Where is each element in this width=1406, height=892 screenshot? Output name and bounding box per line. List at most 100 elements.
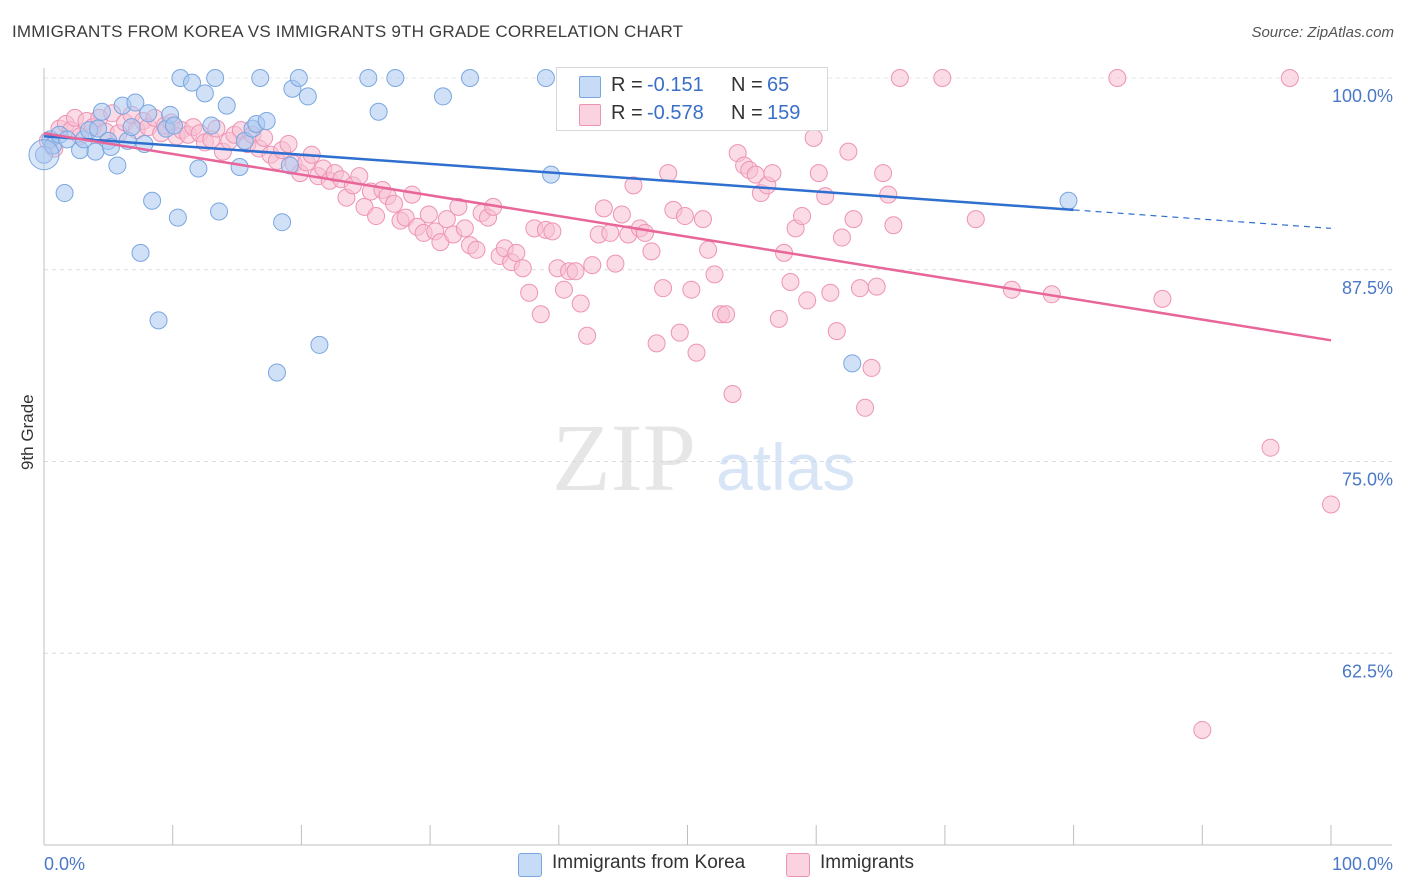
- data-point: [359, 69, 378, 87]
- data-point: [933, 69, 952, 87]
- watermark-atlas: atlas: [716, 430, 855, 504]
- data-point: [890, 69, 909, 87]
- data-point-cluster: [28, 139, 60, 171]
- data-point: [856, 398, 875, 417]
- r-label: R =: [611, 102, 643, 124]
- data-point: [195, 84, 214, 103]
- data-point: [89, 119, 108, 138]
- data-point: [879, 185, 898, 204]
- data-point: [164, 116, 183, 135]
- n-label: N =: [731, 102, 763, 124]
- data-point: [693, 210, 712, 229]
- data-point: [699, 240, 718, 259]
- data-point: [419, 205, 438, 224]
- data-point: [867, 277, 886, 296]
- chart-title: IMMIGRANTS FROM KOREA VS IMMIGRANTS 9TH …: [12, 22, 684, 41]
- trend-line-immigrants: [43, 131, 1332, 342]
- data-point: [257, 111, 276, 130]
- data-point: [108, 156, 127, 175]
- data-point: [884, 216, 903, 235]
- data-point: [862, 358, 881, 377]
- data-point: [55, 184, 74, 203]
- data-point: [251, 69, 270, 87]
- data-point: [467, 240, 486, 259]
- legend-label: Immigrants from Korea: [552, 852, 746, 873]
- data-point: [781, 273, 800, 292]
- n-value: 65: [767, 74, 790, 96]
- data-point: [520, 283, 539, 302]
- y-tick-label: 75.0%: [1342, 470, 1393, 490]
- data-point: [636, 223, 655, 242]
- y-tick-label: 87.5%: [1342, 278, 1393, 298]
- data-point: [809, 164, 828, 183]
- x-tick-label: 100.0%: [1332, 854, 1393, 874]
- source-label: Source: ZipAtlas.com: [1251, 24, 1394, 41]
- data-point: [612, 205, 631, 224]
- data-point: [217, 96, 236, 115]
- data-point: [131, 243, 150, 262]
- trend-line-korea: [43, 135, 1074, 212]
- data-point: [687, 343, 706, 362]
- data-point: [659, 164, 678, 183]
- data-point: [571, 294, 590, 313]
- data-point: [433, 87, 452, 106]
- data-point: [717, 305, 736, 324]
- data-point: [189, 159, 208, 178]
- data-point: [769, 309, 788, 328]
- data-point: [705, 265, 724, 284]
- data-point: [642, 242, 661, 261]
- data-point: [793, 207, 812, 226]
- data-point: [369, 102, 388, 121]
- data-point: [1322, 495, 1340, 514]
- immigrants-legend-swatch: [786, 853, 810, 877]
- data-point: [202, 116, 221, 135]
- data-point: [536, 69, 555, 87]
- data-point: [367, 207, 386, 226]
- data-point: [874, 164, 893, 183]
- data-point: [594, 199, 613, 218]
- data-point: [723, 385, 742, 404]
- data-point: [449, 197, 468, 216]
- data-point: [210, 202, 229, 221]
- korea-legend-swatch: [518, 853, 542, 877]
- data-point: [279, 134, 298, 153]
- data-point: [804, 128, 823, 147]
- data-point: [1108, 69, 1127, 87]
- korea-swatch: [579, 76, 601, 98]
- data-point: [816, 187, 835, 206]
- r-value: -0.578: [647, 102, 704, 124]
- data-point: [675, 207, 694, 226]
- data-point: [966, 210, 985, 229]
- y-tick-label: 62.5%: [1342, 661, 1393, 681]
- data-point: [832, 228, 851, 247]
- data-point: [844, 210, 863, 229]
- data-point: [298, 87, 317, 106]
- data-point: [1261, 438, 1280, 457]
- data-point: [122, 118, 141, 137]
- data-point: [850, 279, 869, 298]
- data-point: [92, 102, 111, 121]
- n-value: 159: [767, 102, 801, 124]
- data-point: [386, 69, 405, 87]
- data-point: [1059, 191, 1078, 210]
- data-point: [543, 222, 562, 241]
- data-point: [647, 334, 666, 353]
- x-tick-label: 0.0%: [44, 854, 85, 874]
- data-point: [1193, 720, 1212, 739]
- data-point: [670, 323, 689, 342]
- watermark: ZIP atlas: [552, 404, 855, 511]
- data-point: [566, 262, 585, 281]
- data-point: [798, 291, 817, 310]
- data-point: [827, 322, 846, 341]
- data-point: [1280, 69, 1299, 87]
- data-point: [139, 104, 158, 123]
- data-point: [183, 73, 202, 92]
- data-point: [606, 254, 625, 273]
- r-value: -0.151: [647, 74, 704, 96]
- data-point: [1153, 289, 1172, 308]
- data-point: [460, 69, 479, 87]
- data-point: [507, 243, 526, 262]
- data-point: [578, 326, 597, 345]
- data-point: [230, 157, 249, 176]
